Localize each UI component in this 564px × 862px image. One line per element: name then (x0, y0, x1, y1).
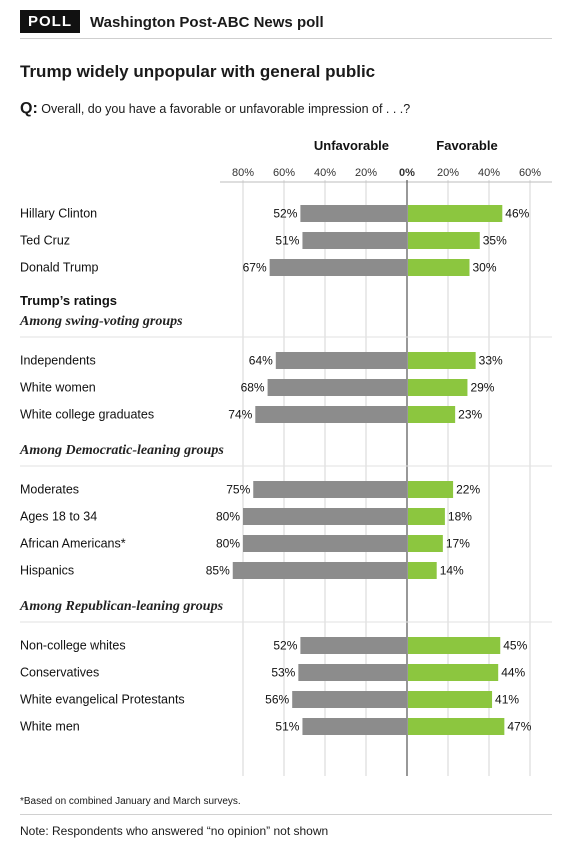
value-label-favorable: 22% (456, 483, 480, 497)
bar-favorable (408, 637, 501, 654)
diverging-bar-chart: Unfavorable Favorable 80% 60% 40% 20% 0% 20% 40%… (19, 138, 552, 776)
poll-question: Q: Overall, do you have a favorable or u… (20, 100, 410, 118)
section-subheading: Among swing-voting groups (19, 314, 183, 329)
value-label-unfavorable: 51% (275, 720, 299, 734)
note: Note: Respondents who answered “no opini… (20, 824, 329, 838)
x-tick-label: 60% (519, 167, 541, 179)
row-label: Ages 18 to 34 (20, 510, 97, 524)
value-label-unfavorable: 51% (275, 234, 299, 248)
bar-favorable (408, 352, 476, 369)
x-tick-label: 80% (232, 167, 254, 179)
bar-unfavorable (232, 562, 407, 579)
bar-unfavorable (243, 535, 407, 552)
value-label-unfavorable: 80% (216, 510, 240, 524)
value-label-unfavorable: 75% (226, 483, 250, 497)
value-label-favorable: 14% (440, 564, 464, 578)
value-label-favorable: 45% (503, 639, 527, 653)
bar-unfavorable (269, 259, 407, 276)
row-label: White evangelical Protestants (20, 693, 185, 707)
row-label: Hispanics (20, 564, 74, 578)
row-label: Conservatives (20, 666, 99, 680)
bar-favorable (408, 508, 445, 525)
section-heading: Trump’s ratings (20, 293, 117, 308)
value-label-unfavorable: 68% (241, 381, 265, 395)
bar-unfavorable (300, 205, 407, 222)
value-label-favorable: 47% (507, 720, 531, 734)
chart-title: Trump widely unpopular with general publ… (20, 62, 376, 81)
bar-unfavorable (302, 718, 407, 735)
x-tick-label: 20% (437, 167, 459, 179)
value-label-favorable: 33% (479, 354, 503, 368)
bar-unfavorable (267, 379, 407, 396)
value-label-unfavorable: 67% (243, 261, 267, 275)
value-label-favorable: 29% (470, 381, 494, 395)
row-label: Independents (20, 354, 96, 368)
value-label-unfavorable: 52% (273, 639, 297, 653)
value-label-favorable: 17% (446, 537, 470, 551)
bar-unfavorable (275, 352, 407, 369)
bar-favorable (408, 691, 493, 708)
footnote: *Based on combined January and March sur… (20, 796, 241, 807)
value-label-unfavorable: 52% (273, 207, 297, 221)
value-label-favorable: 41% (495, 693, 519, 707)
row-label: White college graduates (20, 408, 154, 422)
bar-favorable (408, 481, 454, 498)
row-label: Non-college whites (20, 639, 126, 653)
bar-favorable (408, 562, 437, 579)
section-subheading: Among Democratic-leaning groups (19, 443, 224, 458)
bar-unfavorable (302, 232, 407, 249)
bar-favorable (408, 664, 499, 681)
value-label-unfavorable: 53% (271, 666, 295, 680)
value-label-favorable: 18% (448, 510, 472, 524)
bar-unfavorable (243, 508, 407, 525)
value-label-unfavorable: 74% (228, 408, 252, 422)
poll-tag: POLL (20, 10, 80, 33)
bar-unfavorable (253, 481, 407, 498)
value-label-favorable: 44% (501, 666, 525, 680)
bar-favorable (408, 406, 456, 423)
row-label: Moderates (20, 483, 79, 497)
row-label: White men (20, 720, 80, 734)
value-label-unfavorable: 80% (216, 537, 240, 551)
x-tick-label: 60% (273, 167, 295, 179)
row-label: Hillary Clinton (20, 207, 97, 221)
poll-header: POLL Washington Post-ABC News poll (20, 8, 552, 39)
question-prefix: Q: (20, 100, 38, 117)
bar-unfavorable (255, 406, 407, 423)
value-label-favorable: 35% (483, 234, 507, 248)
bar-favorable (408, 205, 503, 222)
poll-source-title: Washington Post-ABC News poll (90, 14, 324, 31)
bar-favorable (408, 259, 470, 276)
series-label-unfavorable: Unfavorable (314, 138, 389, 153)
x-tick-label: 0% (399, 167, 415, 179)
bar-favorable (408, 232, 480, 249)
section-subheading: Among Republican-leaning groups (19, 599, 224, 614)
divider (20, 814, 552, 815)
series-label-favorable: Favorable (436, 138, 497, 153)
value-label-favorable: 23% (458, 408, 482, 422)
bar-unfavorable (298, 664, 407, 681)
row-label: Ted Cruz (20, 234, 70, 248)
value-label-unfavorable: 64% (249, 354, 273, 368)
x-tick-label: 40% (314, 167, 336, 179)
bar-unfavorable (292, 691, 407, 708)
bar-favorable (408, 535, 443, 552)
x-tick-label: 20% (355, 167, 377, 179)
question-text: Overall, do you have a favorable or unfa… (41, 102, 411, 116)
x-tick-label: 40% (478, 167, 500, 179)
value-label-favorable: 46% (505, 207, 529, 221)
bar-unfavorable (300, 637, 407, 654)
value-label-favorable: 30% (473, 261, 497, 275)
bar-favorable (408, 718, 505, 735)
value-label-unfavorable: 56% (265, 693, 289, 707)
row-label: African Americans* (20, 537, 126, 551)
bar-favorable (408, 379, 468, 396)
row-label: White women (20, 381, 96, 395)
row-label: Donald Trump (20, 261, 99, 275)
value-label-unfavorable: 85% (206, 564, 230, 578)
